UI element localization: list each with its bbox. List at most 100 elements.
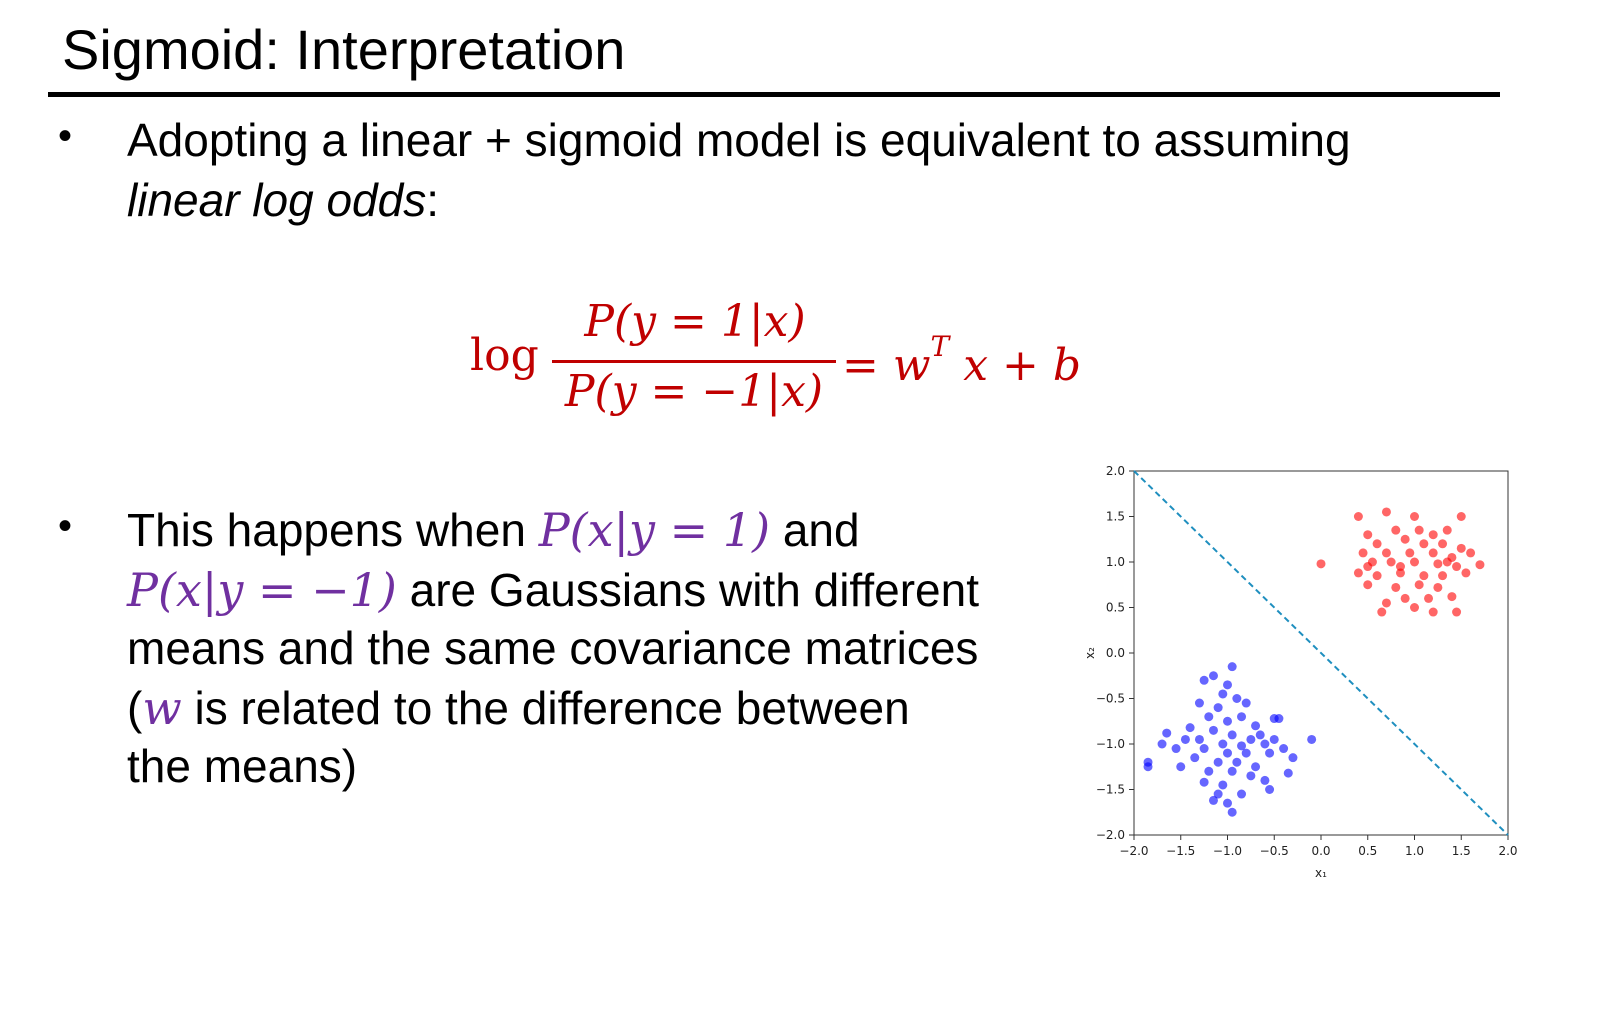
blue-class-point bbox=[1237, 741, 1247, 751]
blue-class-point bbox=[1227, 662, 1237, 672]
blue-class-point bbox=[1180, 734, 1190, 744]
blue-class-point bbox=[1246, 734, 1256, 744]
bullet1-line1: Adopting a linear + sigmoid model is equ… bbox=[127, 114, 1351, 166]
bullet2-math-w: w bbox=[142, 681, 182, 735]
red-class-point bbox=[1316, 559, 1326, 569]
blue-class-point bbox=[1204, 712, 1214, 722]
red-class-point bbox=[1386, 557, 1396, 567]
red-class-point bbox=[1410, 603, 1419, 612]
y-tick-label: 0.0 bbox=[1106, 646, 1125, 660]
equation-rhs-w: = w bbox=[842, 340, 931, 391]
blue-class-point bbox=[1288, 753, 1298, 763]
bullet2-text-c: are Gaussians with different bbox=[396, 564, 979, 616]
blue-class-point bbox=[1213, 789, 1223, 799]
red-class-point bbox=[1475, 560, 1485, 570]
blue-class-point bbox=[1157, 739, 1167, 749]
bullet2-line2: P(x|y = −1) are Gaussians with different bbox=[127, 560, 979, 620]
red-class-point bbox=[1358, 548, 1368, 558]
x-axis-label: x₁ bbox=[1315, 866, 1327, 880]
bullet2-line4: (w is related to the difference between bbox=[127, 678, 910, 738]
blue-class-point bbox=[1274, 714, 1284, 724]
bullet1-colon: : bbox=[426, 174, 439, 226]
blue-class-point bbox=[1208, 725, 1218, 735]
blue-class-point bbox=[1241, 748, 1251, 758]
red-class-point bbox=[1400, 534, 1410, 544]
slide-title: Sigmoid: Interpretation bbox=[62, 18, 626, 81]
x-tick-label: −0.5 bbox=[1260, 844, 1289, 858]
x-tick-label: 2.0 bbox=[1498, 844, 1517, 858]
blue-class-point bbox=[1194, 734, 1204, 744]
bullet1-line2: linear log odds: bbox=[127, 170, 439, 230]
blue-class-point bbox=[1171, 744, 1181, 754]
y-tick-label: 1.5 bbox=[1106, 510, 1125, 524]
bullet-marker: • bbox=[58, 114, 73, 158]
red-class-point bbox=[1442, 557, 1452, 567]
red-class-point bbox=[1456, 512, 1466, 521]
red-class-point bbox=[1452, 562, 1462, 572]
red-class-point bbox=[1377, 607, 1387, 617]
red-class-point bbox=[1410, 512, 1419, 521]
equation-rhs-tail: x + b bbox=[963, 340, 1082, 391]
scatter-chart: −2.0 −1.5 −1.0 −0.5 0.0 0.5 1.0 1.5 2.0 2.0 1.5 1.0… bbox=[1083, 464, 1518, 880]
red-class-point bbox=[1353, 512, 1363, 521]
red-class-point bbox=[1363, 580, 1373, 590]
bullet2-math-neg: P(x|y = −1) bbox=[127, 563, 397, 617]
y-tick-label: −0.5 bbox=[1096, 692, 1125, 706]
red-class-point bbox=[1372, 571, 1382, 581]
red-class-point bbox=[1381, 598, 1391, 608]
bullet2-math-pos: P(x|y = 1) bbox=[538, 503, 771, 557]
equation-numerator: P(y = 1|x) bbox=[584, 296, 806, 347]
blue-class-point bbox=[1260, 775, 1270, 785]
red-class-point bbox=[1428, 530, 1438, 540]
blue-class-point bbox=[1255, 730, 1265, 740]
blue-class-point bbox=[1208, 671, 1218, 681]
blue-class-point bbox=[1227, 766, 1237, 776]
blue-class-point bbox=[1232, 757, 1242, 767]
blue-class-point bbox=[1143, 762, 1153, 772]
equation-rhs-transpose: T bbox=[930, 330, 950, 363]
bullet2-line1: This happens when P(x|y = 1) and bbox=[127, 500, 860, 560]
log-odds-equation: log P(y = 1|x) P(y = −1|x) = wT x + b bbox=[470, 290, 1090, 430]
red-class-point bbox=[1466, 548, 1476, 558]
blue-class-point bbox=[1251, 762, 1261, 772]
y-tick-label: 0.5 bbox=[1106, 601, 1125, 615]
blue-class-point bbox=[1237, 712, 1247, 722]
red-class-point bbox=[1461, 568, 1471, 578]
blue-class-point bbox=[1194, 698, 1204, 708]
red-class-point bbox=[1372, 539, 1382, 549]
blue-class-point bbox=[1232, 694, 1242, 703]
red-class-point bbox=[1363, 530, 1373, 540]
x-tick-label: 0.5 bbox=[1358, 844, 1377, 858]
red-class-point bbox=[1391, 525, 1401, 535]
bullet2-paren: ( bbox=[127, 682, 143, 734]
blue-class-point bbox=[1185, 723, 1195, 733]
blue-class-point bbox=[1223, 680, 1232, 690]
red-class-point bbox=[1391, 582, 1401, 592]
red-class-point bbox=[1381, 548, 1391, 558]
title-divider bbox=[48, 92, 1500, 97]
red-class-point bbox=[1405, 548, 1415, 558]
blue-class-point bbox=[1265, 785, 1275, 794]
y-tick-label: −2.0 bbox=[1096, 828, 1125, 842]
blue-class-point bbox=[1241, 698, 1251, 708]
red-class-point bbox=[1419, 571, 1429, 581]
blue-class-point bbox=[1199, 675, 1209, 685]
y-axis-label: x₂ bbox=[1083, 647, 1097, 659]
red-class-point bbox=[1452, 607, 1462, 617]
blue-class-point bbox=[1227, 807, 1237, 817]
bullet2-text-d: is related to the difference between bbox=[181, 682, 910, 734]
blue-class-point bbox=[1227, 730, 1237, 740]
red-class-point bbox=[1433, 582, 1443, 592]
x-tick-label: −1.5 bbox=[1166, 844, 1195, 858]
red-class-point bbox=[1395, 568, 1405, 578]
bullet1-italic-term: linear log odds bbox=[127, 174, 427, 226]
y-tick-label: 1.0 bbox=[1106, 555, 1125, 569]
blue-class-point bbox=[1199, 777, 1209, 787]
blue-class-point bbox=[1279, 744, 1289, 754]
red-class-point bbox=[1414, 580, 1424, 590]
blue-class-point bbox=[1218, 689, 1228, 699]
red-class-point bbox=[1367, 557, 1377, 567]
y-tick-label: 2.0 bbox=[1106, 464, 1125, 478]
red-class-point bbox=[1400, 593, 1410, 603]
blue-class-point bbox=[1237, 789, 1247, 799]
